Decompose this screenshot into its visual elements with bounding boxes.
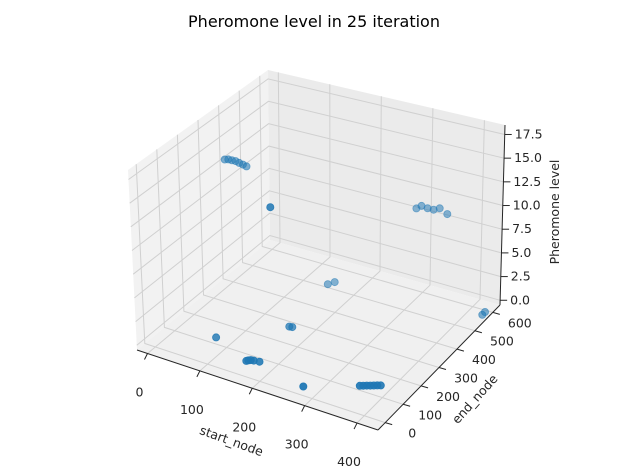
data-points [212, 155, 489, 391]
z-axis-line [499, 124, 506, 306]
grid-line-x [356, 120, 485, 424]
y-tick-mark [438, 367, 447, 370]
y-tick-mark [492, 311, 500, 315]
grid-line-y [135, 164, 386, 424]
x-tick-mark [248, 388, 253, 395]
z-tick-label: 10.0 [513, 198, 541, 213]
grid-line-z [131, 145, 503, 251]
x-axis-line [136, 349, 379, 431]
x-tick-label: 200 [232, 419, 256, 434]
grid-line-x [304, 108, 434, 407]
x-tick-label: 300 [285, 437, 309, 452]
y-tick-mark [474, 330, 483, 334]
y-tick-label: 400 [472, 352, 496, 367]
y-tick-label: 0 [408, 426, 416, 441]
grid-line-y [218, 105, 458, 350]
grid-line-x [251, 96, 382, 389]
data-point [478, 310, 487, 319]
grid-line-z [135, 212, 501, 322]
y-tick-label: 500 [490, 334, 514, 349]
grid-line-y [176, 134, 422, 387]
x-tick-label: 400 [337, 454, 361, 469]
x-tick-mark [301, 405, 306, 412]
x-tick-label: 100 [180, 402, 204, 417]
y-tick-label: 100 [418, 407, 442, 422]
tick-labels: 010020030040001002003004005006000.02.55.… [136, 126, 543, 469]
grid-line-x [147, 72, 281, 354]
grid-line-y [259, 75, 493, 313]
data-point [443, 210, 452, 219]
data-point [330, 278, 339, 287]
x-tick-mark [353, 422, 358, 430]
z-tick-label: 15.0 [514, 150, 542, 165]
z-axis-label: Pheromone level [547, 160, 562, 265]
grid-line-y [238, 90, 476, 332]
y-tick-mark [420, 385, 429, 389]
y-tick-mark [402, 403, 411, 407]
grid-line-z [136, 234, 501, 346]
data-point [242, 356, 251, 365]
grid-line-z [129, 100, 505, 204]
data-point [220, 155, 229, 164]
y-tick-label: 300 [454, 371, 478, 386]
y-tick-label: 600 [508, 315, 532, 330]
data-point [299, 382, 308, 391]
z-tick-label: 2.5 [511, 269, 531, 284]
z-tick-label: 17.5 [515, 126, 543, 141]
x-tick-label: 0 [136, 384, 144, 399]
data-point [212, 333, 221, 342]
data-point [355, 381, 364, 390]
grid-line-x [199, 84, 331, 372]
pane-left [128, 70, 270, 350]
chart-title: Pheromone level in 25 iteration [188, 12, 440, 31]
pane-back [268, 70, 505, 305]
data-point [266, 203, 275, 212]
x-tick-mark [196, 370, 201, 378]
z-tick-label: 5.0 [511, 245, 531, 260]
grid-line-y [197, 119, 440, 368]
data-point [285, 322, 294, 331]
data-point [412, 204, 421, 213]
y-tick-mark [456, 348, 465, 352]
x-tick-mark [144, 353, 148, 360]
grid-line-z [128, 78, 505, 180]
grid-line-z [134, 190, 502, 299]
y-tick-label: 200 [436, 389, 460, 404]
data-point [323, 280, 332, 289]
grid-line-z [130, 123, 504, 228]
z-tick-label: 12.5 [513, 174, 541, 189]
grid-lines [128, 72, 505, 424]
y-tick-mark [385, 422, 393, 426]
z-tick-label: 0.0 [510, 292, 530, 307]
z-tick-label: 7.5 [512, 221, 532, 236]
grid-line-y [156, 149, 404, 405]
